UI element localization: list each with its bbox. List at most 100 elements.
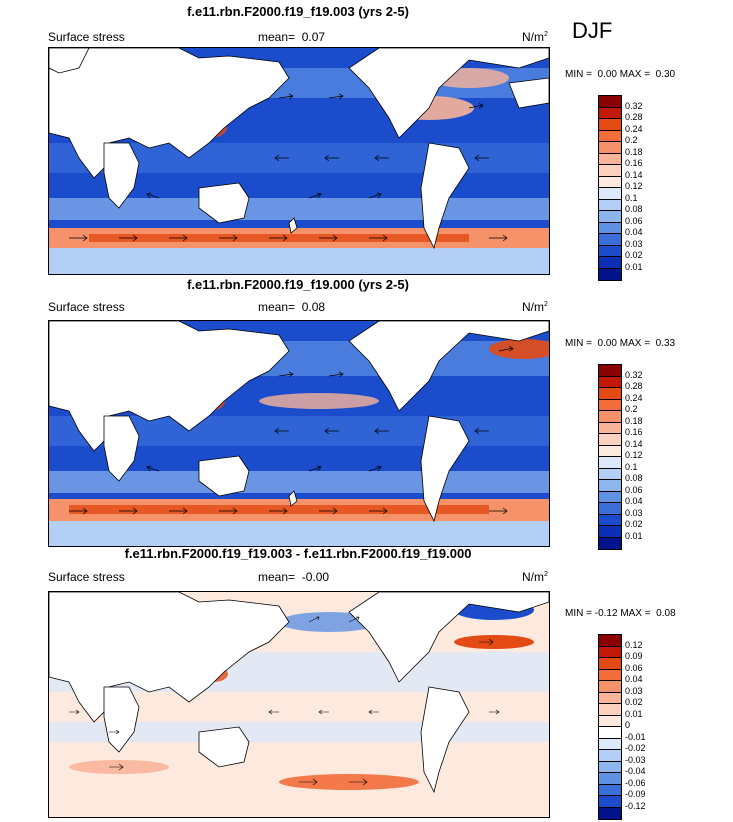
panel-2-title: f.e11.rbn.F2000.f19_f19.000 (yrs 2-5): [187, 277, 409, 292]
colorbar-tick-label: 0.04: [625, 227, 643, 237]
panel-2-max-value: 0.33: [655, 338, 676, 349]
panel-2-mean: mean= 0.08: [258, 300, 325, 314]
colorbar-cell: [599, 399, 621, 411]
panel-1-map-svg: [49, 48, 549, 274]
panel-3-min-label: MIN =: [565, 608, 592, 619]
colorbar-tick-label: 0.06: [625, 215, 643, 226]
panel-1-units-sup: 2: [544, 31, 548, 38]
panel-2-units: N/m2: [522, 300, 548, 314]
colorbar-cell: [599, 669, 621, 681]
colorbar-cell: [599, 526, 621, 538]
colorbar-cell: [599, 245, 621, 257]
new-zealand: [288, 490, 298, 507]
colorbar-cell: [599, 211, 621, 223]
colorbar-tick-label: 0.06: [625, 662, 643, 673]
south-america: [420, 415, 470, 523]
panel-2-variable-label: Surface stress: [48, 300, 125, 314]
colorbar-tick-label: 0.18: [625, 415, 643, 426]
land: [49, 48, 549, 250]
eurasia-africa-west: [49, 48, 290, 179]
panel-2-minmax: MIN = 0.00 MAX = 0.33: [565, 338, 675, 349]
colorbar-tick-label: 0.12: [625, 450, 643, 460]
colorbar-tick-label: 0.14: [625, 169, 643, 180]
colorbar-cell: [599, 750, 621, 762]
panel-3-title: f.e11.rbn.F2000.f19_f19.003 - f.e11.rbn.…: [124, 546, 472, 561]
colorbar-cell: [599, 153, 621, 165]
colorbar-cell: [599, 411, 621, 423]
colorbar-cell: [599, 715, 621, 727]
australia: [198, 726, 250, 768]
colorbar-cell: [599, 468, 621, 480]
colorbar-tick-label: 0.16: [625, 158, 643, 168]
diff-positive-atlantic: [454, 635, 534, 649]
panel-3-map: [48, 591, 550, 818]
panel-1-minmax: MIN = 0.00 MAX = 0.30: [565, 69, 675, 80]
colorbar-cell: [599, 96, 621, 108]
colorbar-cell: [599, 646, 621, 658]
europe-right: [508, 77, 549, 109]
pacific-stress: [259, 393, 379, 409]
panel-2-mean-label: mean=: [258, 300, 296, 314]
australia: [198, 455, 250, 497]
colorbar-tick-label: 0.24: [625, 123, 643, 134]
panel-2-units-text: N/m: [522, 300, 544, 314]
colorbar-cell: [599, 376, 621, 388]
africa: [103, 142, 140, 209]
colorbar-tick-label: 0.03: [625, 238, 643, 249]
panel-2-max-label: MAX =: [619, 338, 651, 349]
panel-1-map: [48, 47, 550, 275]
colorbar-cell: [599, 796, 621, 808]
antarctic-band: [49, 521, 549, 546]
panel-1-mean-label: mean=: [258, 30, 296, 44]
panel-1-min-value: 0.00: [597, 69, 617, 80]
colorbar-tick-label: 0.12: [625, 639, 643, 650]
colorbar-cell: [599, 199, 621, 211]
colorbar-cell: [599, 268, 621, 280]
colorbar-cell: [599, 445, 621, 457]
southern-ocean-core: [69, 505, 489, 514]
africa: [103, 415, 140, 482]
colorbar-cell: [599, 142, 621, 154]
panel-2-min-value: 0.00: [597, 338, 617, 349]
antarctic-band: [49, 248, 549, 274]
colorbar-cell: [599, 514, 621, 526]
colorbar-tick-label: 0.04: [625, 674, 643, 684]
colorbar-tick-label: -0.09: [625, 789, 646, 799]
colorbar-cell: [599, 727, 621, 739]
colorbar-cell: [599, 176, 621, 188]
colorbar-cell: [599, 480, 621, 492]
colorbar-tick-label: 0.28: [625, 381, 643, 391]
panel-2-mean-value: 0.08: [301, 300, 326, 314]
panel-3-map-svg: [49, 592, 549, 817]
panel-2-map: [48, 320, 550, 547]
colorbar-cell: [599, 422, 621, 434]
colorbar-cell: [599, 107, 621, 119]
panel-3-minmax: MIN = -0.12 MAX = 0.08: [565, 608, 676, 619]
panel-1-units-text: N/m: [522, 30, 544, 44]
new-zealand: [288, 217, 298, 234]
africa: [103, 686, 140, 753]
colorbar-tick-label: 0.08: [625, 473, 643, 483]
colorbar-tick-label: -0.12: [625, 800, 646, 811]
colorbar-tick-label: 0.24: [625, 392, 643, 403]
colorbar-tick-label: 0.01: [625, 530, 643, 541]
vector-field: [69, 616, 500, 786]
panel-1-max-value: 0.30: [655, 69, 676, 80]
panel-3-units: N/m2: [522, 570, 548, 584]
colorbar-tick-label: -0.02: [625, 743, 646, 753]
europe-edge: [49, 48, 90, 74]
colorbar-tick-label: 0.08: [625, 204, 643, 214]
colorbar-cell: [599, 257, 621, 269]
panel-2-units-sup: 2: [544, 301, 548, 308]
colorbar-tick-label: 0.14: [625, 438, 643, 449]
colorbar-cell: [599, 658, 621, 670]
colorbar-tick-label: 0.02: [625, 697, 643, 707]
colorbar-tick-label: 0.1: [625, 192, 638, 203]
panel-3-mean-label: mean=: [258, 570, 296, 584]
colorbar-tick-label: 0.1: [625, 461, 638, 472]
north-america: [348, 48, 549, 139]
colorbar-tick-label: 0.16: [625, 427, 643, 437]
vector-field: [69, 93, 508, 242]
colorbar-tick-label: -0.03: [625, 754, 646, 765]
panel-1-units: N/m2: [522, 30, 548, 44]
